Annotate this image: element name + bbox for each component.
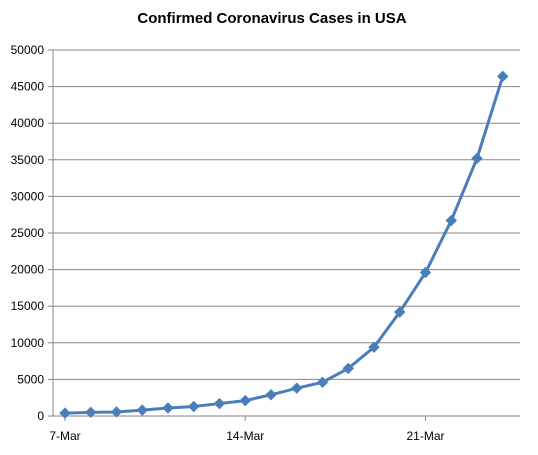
data-point-15-Mar [265,389,277,401]
y-tick-label: 10000 [11,336,45,350]
data-point-20-Mar [394,306,406,318]
data-point-19-Mar [368,341,380,353]
chart-title: Confirmed Coronavirus Cases in USA [137,10,406,27]
data-point-23-Mar [471,152,483,165]
y-tick-label: 30000 [11,189,45,203]
data-point-17-Mar [316,376,329,389]
data-point-11-Mar [162,402,174,414]
gridlines [53,49,520,380]
data-point-7-Mar [59,407,71,419]
series-line [64,75,505,415]
series-group [59,70,509,419]
y-tick-label: 40000 [11,116,45,130]
data-point-8-Mar [85,406,97,419]
y-tick-label: 15000 [11,299,45,313]
y-tick-labels: 0 5000 10000 15000 20000 25000 30000 35000 40000… [11,43,45,423]
x-tick-label: 7-Mar [49,429,80,443]
data-point-9-Mar [110,406,123,418]
data-point-10-Mar [136,404,148,416]
data-point-22-Mar [445,214,457,227]
data-point-21-Mar [419,266,432,279]
y-tick-label: 0 [37,409,44,423]
data-point-13-Mar [213,397,226,410]
x-tick-label: 21-Mar [406,429,444,443]
y-tick-label: 25000 [11,226,45,240]
y-tick-label: 45000 [11,80,45,94]
data-point-12-Mar [188,400,200,413]
data-point-24-Mar [497,70,509,83]
x-tick-labels: 7-Mar 14-Mar 21-Mar [49,429,444,443]
y-tick-label: 20000 [11,263,45,277]
data-point-16-Mar [291,382,303,394]
data-point-14-Mar [239,394,251,407]
axes [48,49,520,421]
y-tick-label: 50000 [11,43,45,57]
y-tick-label: 5000 [17,372,44,386]
data-point-18-Mar [342,362,354,375]
y-tick-label: 35000 [11,153,45,167]
x-tick-label: 14-Mar [226,429,264,443]
